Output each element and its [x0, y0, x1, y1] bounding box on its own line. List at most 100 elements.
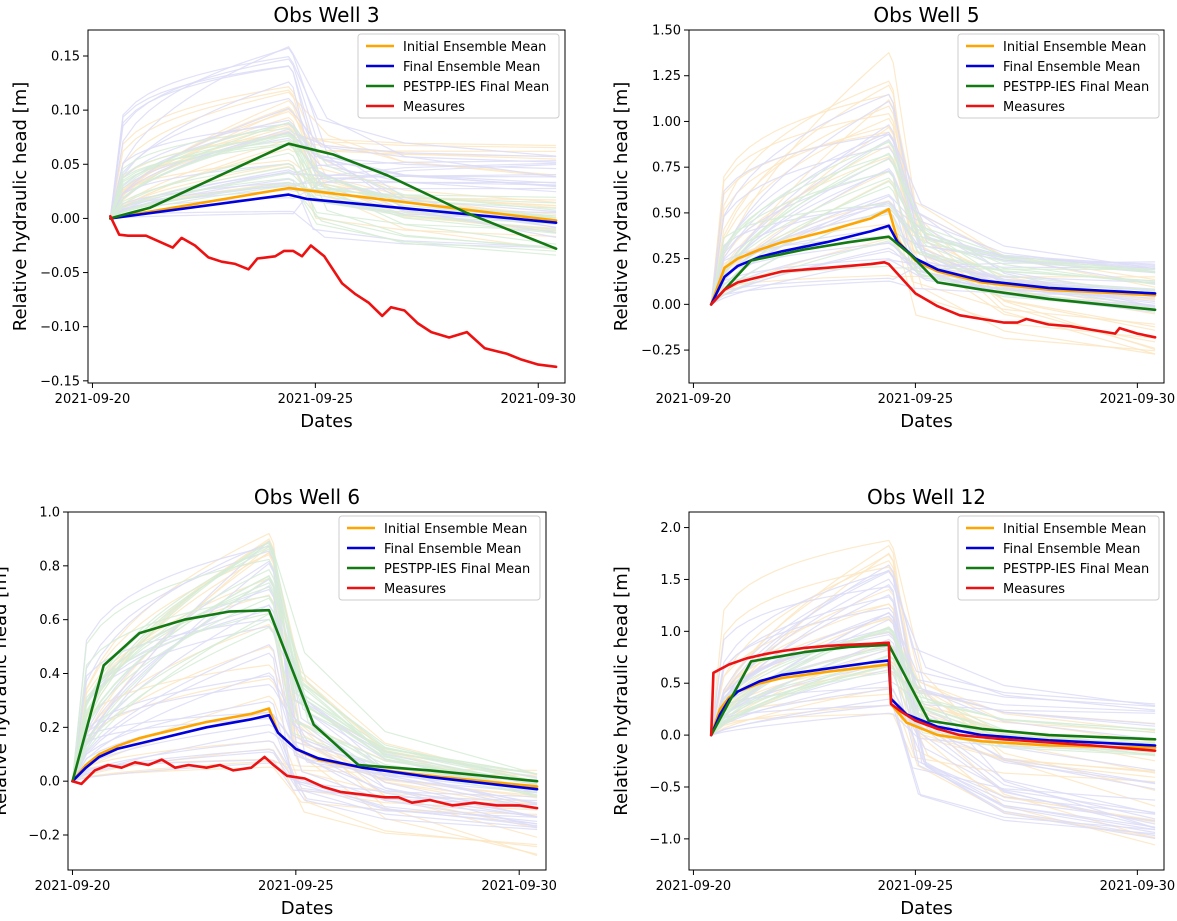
x-tick-label: 2021-09-25 — [878, 879, 954, 894]
ensemble-pestpp-line — [71, 597, 538, 787]
x-tick-label: 2021-09-20 — [35, 879, 111, 894]
ensemble-initial-line — [109, 91, 557, 219]
y-tick-label: 1.0 — [39, 506, 60, 521]
series-group — [71, 608, 539, 810]
y-axis-label: Relative hydraulic head [m] — [0, 566, 11, 816]
ensemble-final-line — [710, 138, 1156, 305]
ensemble-initial-line — [710, 80, 1156, 305]
chart-title: Obs Well 3 — [273, 3, 379, 27]
ensemble-pestpp-line — [109, 152, 557, 219]
ensemble-pestpp-line — [109, 134, 557, 230]
ensemble-pestpp-line — [710, 203, 1156, 305]
ensemble-initial-line — [710, 51, 1156, 305]
x-tick-label: 2021-09-20 — [55, 392, 131, 407]
ensemble-final-line — [109, 107, 557, 219]
ensemble-pestpp-line — [71, 626, 538, 783]
chart-panel-4: −1.0 −0.5 0.0 0.5 1.0 1.5 2.0 2021-09-20 2021-09… — [611, 485, 1175, 919]
ensemble-final-line — [710, 261, 1156, 305]
x-axis-label: Dates — [300, 411, 352, 432]
ensemble-final-line — [109, 65, 557, 234]
ensemble-final-line — [710, 583, 1156, 785]
y-tick-label: 0.0 — [39, 775, 60, 790]
y-tick-label: 0.50 — [652, 206, 681, 221]
y-axis-label: Relative hydraulic head [m] — [611, 82, 632, 332]
ensemble-final-line — [710, 247, 1156, 305]
legend-label: Final Ensemble Mean — [1003, 60, 1140, 75]
ensemble-pestpp-line — [110, 182, 557, 252]
ensemble-final-line — [72, 724, 538, 829]
legend-label: Measures — [1003, 582, 1065, 597]
x-tick-label: 2021-09-20 — [656, 879, 732, 894]
legend-label: Measures — [1003, 100, 1065, 115]
ensemble-final-line — [710, 680, 1156, 736]
ensemble-final-line — [710, 93, 1156, 305]
y-tick-label: −0.25 — [641, 344, 681, 359]
ensemble-final-line — [710, 688, 1156, 814]
chart-panel-3: −0.2 0.0 0.2 0.4 0.6 0.8 1.0 2021-09-20 2021-09-… — [0, 485, 557, 919]
legend-label: PESTPP-IES Final Mean — [403, 80, 549, 95]
y-tick-label: 0.10 — [51, 104, 80, 119]
legend-label: Initial Ensemble Mean — [1003, 522, 1146, 537]
ensemble-pestpp-line — [71, 595, 538, 783]
axes-frame — [87, 29, 566, 384]
y-tick-label: −0.2 — [28, 829, 60, 844]
series-final-ensemble-mean — [109, 193, 558, 224]
y-tick-label: 0.8 — [39, 559, 60, 574]
series-measures — [709, 641, 1157, 752]
y-tick-label: 0.00 — [51, 212, 80, 227]
y-tick-label: 0.5 — [660, 677, 681, 692]
ensemble-initial-line — [710, 113, 1156, 355]
ensemble-final-line — [72, 740, 538, 806]
y-tick-label: −1.0 — [649, 832, 681, 847]
ensemble-final-line — [711, 712, 1156, 752]
ensemble-final-line — [710, 193, 1156, 305]
ensemble-final-line — [710, 146, 1156, 305]
ensemble-final-line — [710, 638, 1156, 784]
series-pestpp-ies-final-mean — [71, 608, 539, 783]
x-tick-label: 2021-09-25 — [278, 392, 354, 407]
x-tick-label: 2021-09-25 — [258, 879, 334, 894]
axes-frame — [67, 511, 547, 871]
ensemble-final-line — [109, 46, 557, 219]
ensemble-pestpp-line — [710, 158, 1156, 310]
ensemble-final-line — [710, 578, 1156, 736]
x-tick-label: 2021-09-30 — [1100, 879, 1176, 894]
ensemble-final-line — [710, 167, 1156, 305]
y-tick-label: 0.15 — [51, 49, 80, 64]
ensemble-pestpp-line — [710, 654, 1156, 748]
chart-panel-2: −0.25 0.00 0.25 0.50 0.75 1.00 1.25 1.50 2021-09… — [611, 3, 1175, 432]
ensemble-final-line — [710, 280, 1156, 305]
legend-label: Measures — [403, 100, 465, 115]
ensemble-pestpp-line — [109, 166, 557, 219]
y-tick-label: −0.10 — [40, 320, 80, 335]
ensemble-pestpp-line — [109, 143, 557, 219]
x-axis-label: Dates — [900, 411, 952, 432]
ensemble-final-line — [710, 100, 1156, 308]
y-tick-label: 0.05 — [51, 158, 80, 173]
ensemble-final-line — [71, 643, 538, 782]
legend-label: Measures — [384, 582, 446, 597]
ensemble-pestpp-line — [71, 558, 538, 782]
legend: Initial Ensemble Mean Final Ensemble Mean… — [338, 515, 541, 601]
y-tick-label: −0.5 — [649, 780, 681, 795]
y-tick-label: 0.6 — [39, 613, 60, 628]
series-group — [709, 207, 1157, 339]
y-axis-label: Relative hydraulic head [m] — [611, 566, 632, 816]
series-pestpp-ies-final-mean — [709, 235, 1157, 312]
legend-label: Initial Ensemble Mean — [403, 40, 546, 55]
y-tick-label: 0.2 — [39, 721, 60, 736]
y-tick-label: −0.05 — [40, 266, 80, 281]
ensemble-final-line — [71, 652, 538, 822]
ensemble-pestpp-line — [109, 127, 557, 250]
ensemble-final-line — [109, 97, 557, 219]
x-axis-label: Dates — [281, 898, 333, 919]
series-measures — [71, 755, 539, 810]
y-tick-label: 1.00 — [652, 115, 681, 130]
ensemble-final-line — [110, 162, 557, 219]
legend-label: PESTPP-IES Final Mean — [1003, 80, 1149, 95]
axes-frame — [688, 511, 1165, 871]
ensemble-initial-line — [71, 677, 538, 799]
series-measures — [709, 261, 1157, 339]
y-tick-label: 1.0 — [660, 625, 681, 640]
ensemble-lines — [109, 46, 557, 256]
